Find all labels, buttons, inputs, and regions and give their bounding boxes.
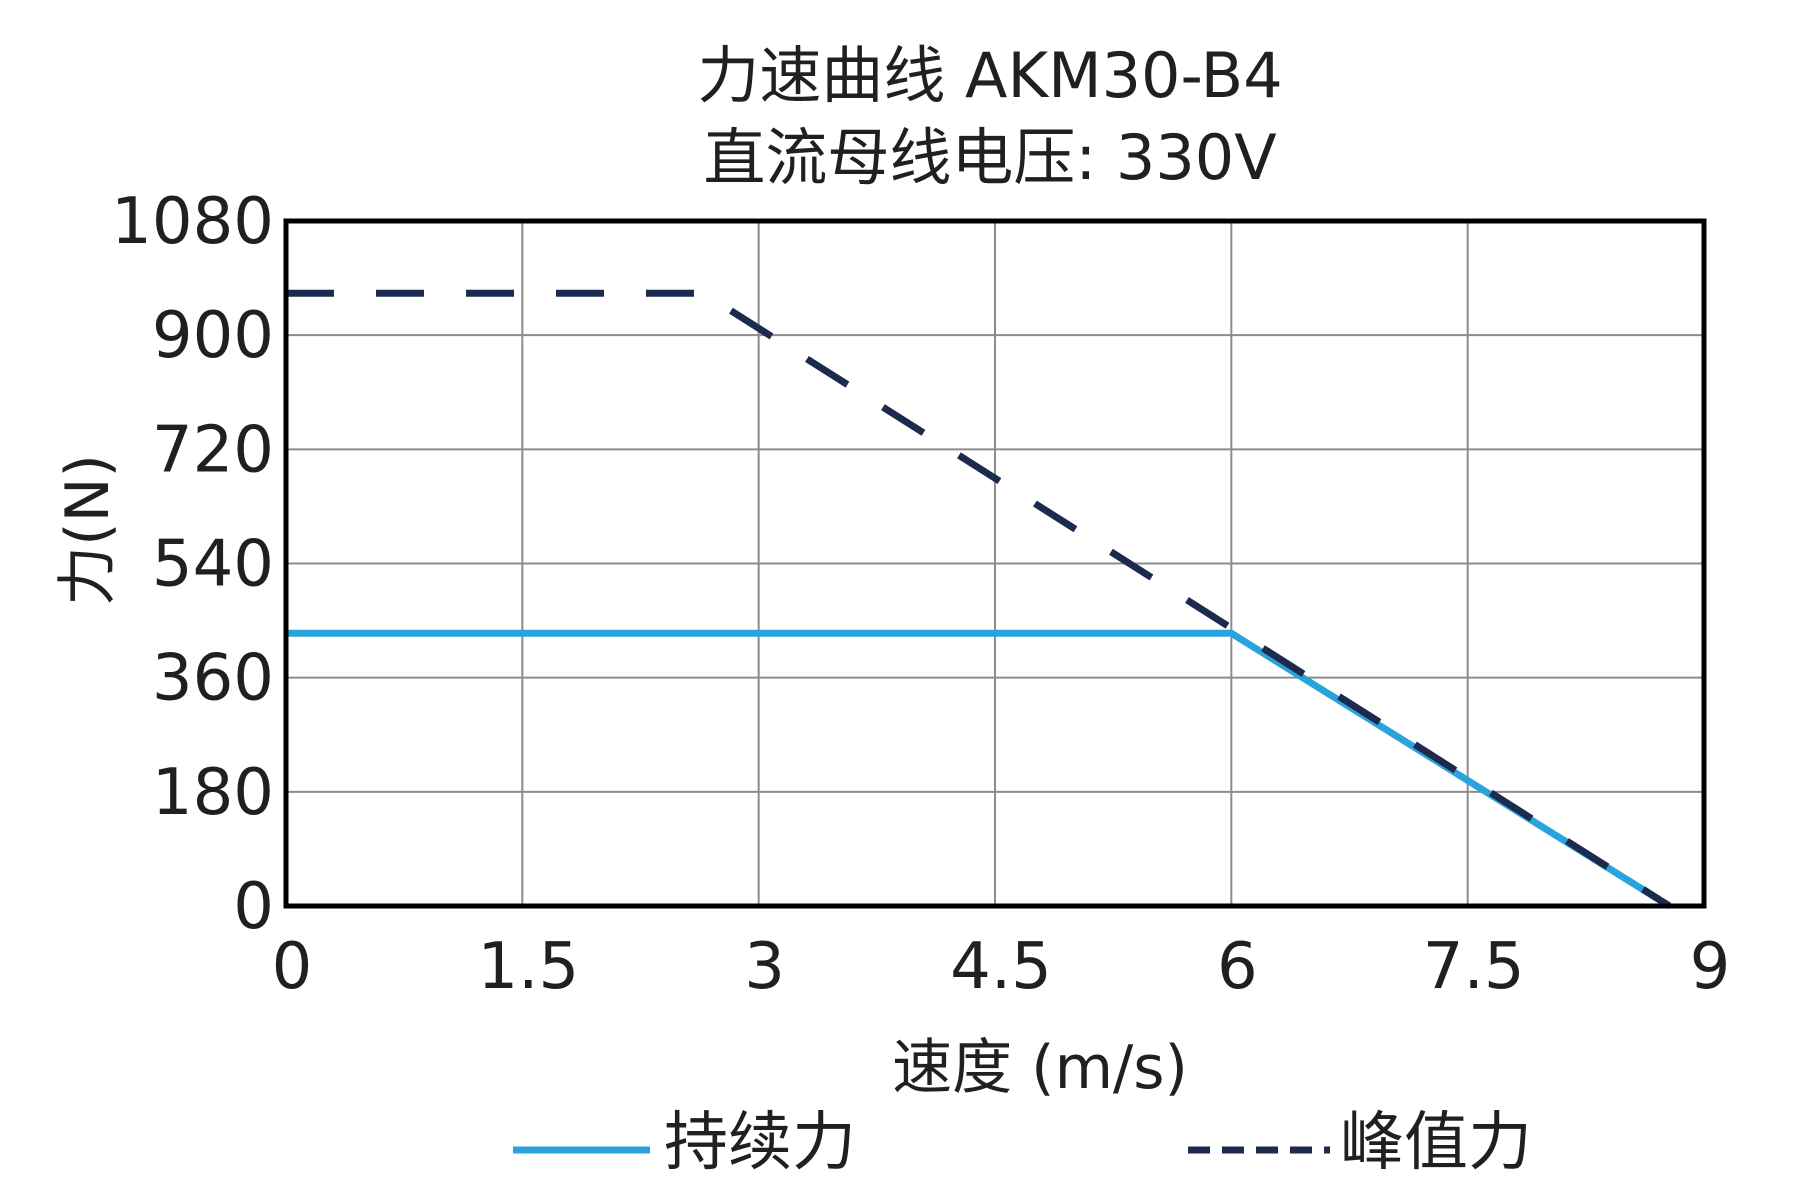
x-tick-label-0: 0 [272,930,313,1004]
x-tick-label-3: 4.5 [950,930,1052,1004]
x-tick-label-6: 9 [1690,930,1731,1004]
legend: 持续力 峰值力 [513,1106,1532,1180]
series-line-0 [286,629,1672,909]
x-axis-label: 速度 (m/s) [892,1033,1188,1103]
chart-title-line-2: 直流母线电压: 330V [703,121,1276,194]
y-tick-label-2: 360 [152,642,274,716]
y-axis-label: 力(N) [53,454,123,606]
y-tick-label-0: 0 [233,870,274,944]
series-lines [286,289,1672,909]
plot-frame [283,218,1707,909]
y-tick-label-6: 1080 [111,185,274,259]
legend-label-continuous-force: 持续力 [664,1106,856,1180]
y-tick-label-1: 180 [152,756,274,830]
y-tick-label-3: 540 [152,528,274,602]
y-tick-label-4: 720 [152,413,274,487]
legend-label-peak-force: 峰值力 [1340,1106,1532,1180]
chart-title-line-1: 力速曲线 AKM30-B4 [697,39,1282,112]
series-line-1 [286,289,1672,909]
x-tick-label-2: 3 [744,930,785,1004]
y-tick-label-5: 900 [152,299,274,373]
x-tick-label-5: 7.5 [1423,930,1525,1004]
x-tick-label-1: 1.5 [477,930,579,1004]
tick-labels: 0 1.5 3 4.5 6 7.5 9 0 180 360 540 720 900 1080 [111,185,1730,1004]
grid-lines [285,220,1705,907]
x-tick-label-4: 6 [1217,930,1258,1004]
